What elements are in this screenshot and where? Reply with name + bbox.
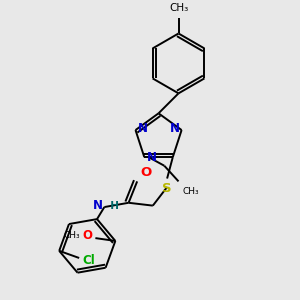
Text: CH₃: CH₃: [63, 231, 80, 240]
Text: O: O: [82, 229, 92, 242]
Text: H: H: [103, 201, 119, 211]
Text: O: O: [140, 166, 151, 178]
Text: N: N: [147, 151, 157, 164]
Text: N: N: [93, 199, 103, 212]
Text: CH₃: CH₃: [183, 187, 200, 196]
Text: N: N: [138, 122, 148, 135]
Text: CH₃: CH₃: [169, 3, 188, 13]
Text: S: S: [162, 182, 172, 195]
Text: Cl: Cl: [82, 254, 95, 267]
Text: N: N: [169, 122, 179, 135]
